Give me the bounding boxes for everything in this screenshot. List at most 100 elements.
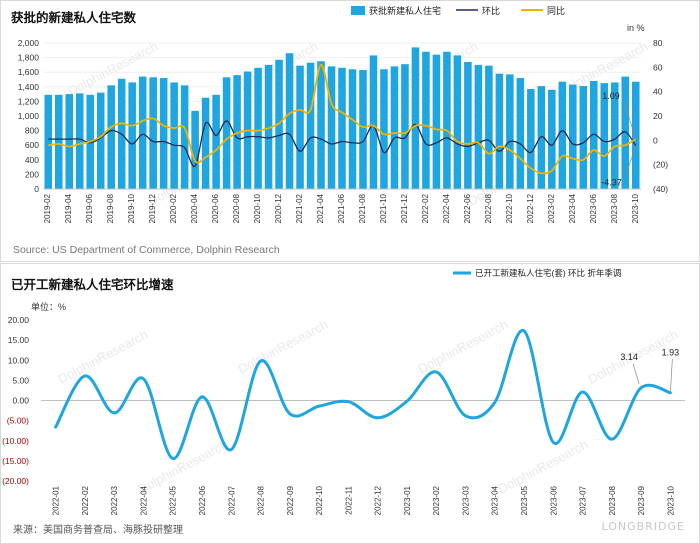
bar (233, 75, 241, 189)
x-tick-label: 2022-10 (505, 193, 514, 223)
y-right-tick-label: 80 (653, 38, 663, 48)
bar (590, 80, 598, 189)
y-left-tick-label: 0 (34, 184, 39, 194)
bar (170, 82, 178, 189)
y-tick-label: (20.00) (2, 476, 29, 486)
y-tick-label: (5.00) (7, 416, 29, 426)
bar (527, 88, 535, 189)
x-tick-label: 2022-06 (463, 193, 472, 223)
x-tick-label: 2023-03 (461, 485, 470, 515)
x-tick-label: 2019-06 (85, 193, 94, 223)
bar (138, 76, 147, 189)
bar (128, 82, 136, 189)
bar (296, 65, 304, 189)
bar (65, 94, 74, 189)
x-tick-label: 2023-10 (666, 485, 675, 515)
bar (537, 86, 546, 189)
y-left-tick-label: 200 (25, 169, 39, 179)
chart-panel-permits: 获批的新建私人住宅数 DolphinResearch DolphinResearc… (0, 0, 700, 262)
legend-label: 已开工新建私人住宅(套) 环比 折年季调 (475, 268, 621, 278)
x-tick-label: 2022-01 (52, 485, 61, 515)
x-tick-label: 2020-06 (211, 193, 220, 223)
y-left-tick-label: 400 (25, 155, 39, 165)
y-tick-label: 20.00 (8, 315, 30, 325)
bar (432, 54, 441, 190)
x-tick-label: 2022-02 (81, 485, 90, 515)
bar (275, 59, 283, 189)
x-tick-label: 2020-12 (274, 193, 283, 223)
data-label: 3.14 (620, 352, 638, 362)
series-line (54, 329, 672, 460)
y-left-tick-label: 2,000 (18, 38, 40, 48)
bar (600, 83, 609, 189)
y-right-tick-label: (40) (653, 184, 668, 194)
x-tick-label: 2021-02 (295, 193, 304, 223)
legend-label: 同比 (547, 5, 565, 16)
data-label: 1.09 (602, 91, 620, 101)
x-tick-label: 2023-02 (432, 485, 441, 515)
x-tick-label: 2019-12 (148, 193, 157, 223)
bar (107, 85, 115, 189)
bar (390, 66, 399, 189)
bar (621, 76, 630, 189)
bar (453, 55, 462, 189)
bar (264, 64, 273, 189)
y-tick-label: 5.00 (12, 375, 29, 385)
y-tick-label: (10.00) (2, 436, 29, 446)
chart-source: 来源：美国商务普查局、海豚投研整理 (13, 525, 183, 536)
x-tick-label: 2023-09 (637, 485, 646, 515)
x-tick-label: 2023-08 (608, 485, 617, 515)
leader-line (670, 358, 673, 393)
bar (558, 81, 567, 189)
leader-line (623, 100, 637, 140)
x-tick-label: 2023-02 (547, 193, 556, 223)
x-tick-label: 2023-01 (403, 485, 412, 515)
x-tick-label: 2020-10 (253, 193, 262, 223)
x-tick-label: 2023-05 (520, 485, 529, 515)
series-line-yoy (48, 63, 637, 175)
x-tick-label: 2021-12 (400, 193, 409, 223)
watermark: DolphinResearch (235, 317, 330, 377)
x-tick-label: 2021-08 (358, 193, 367, 223)
bar (464, 61, 472, 190)
brand-logo: LONGBRIDGE (601, 520, 685, 533)
x-tick-label: 2022-05 (169, 485, 178, 515)
y-right-tick-label: 20 (653, 111, 663, 121)
x-tick-label: 2020-04 (190, 193, 199, 223)
x-tick-label: 2022-02 (421, 193, 430, 223)
x-tick-label: 2022-08 (257, 485, 266, 515)
data-label: -4.37 (601, 178, 622, 188)
y-left-tick-label: 1,200 (18, 96, 40, 106)
y-right-tick-label: 60 (653, 62, 663, 72)
y-left-tick-label: 1,600 (18, 67, 40, 77)
x-tick-label: 2022-08 (484, 193, 493, 223)
starts-chart: DolphinResearch DolphinResearch DolphinRes… (2, 268, 685, 515)
x-tick-label: 2022-07 (227, 485, 236, 515)
y-left-tick-label: 1,800 (18, 53, 40, 63)
bar (369, 55, 378, 189)
x-tick-label: 2022-03 (110, 485, 119, 515)
bar (548, 89, 556, 189)
x-tick-label: 2022-04 (139, 485, 148, 515)
x-tick-label: 2023-06 (549, 485, 558, 515)
x-tick-label: 2022-04 (442, 193, 451, 223)
unit-label: in % (627, 23, 645, 33)
bar (96, 92, 105, 189)
x-tick-label: 2019-04 (64, 193, 73, 223)
bar (474, 64, 483, 189)
bar (380, 69, 388, 189)
x-tick-label: 2022-09 (286, 485, 295, 515)
bar (149, 77, 157, 189)
x-tick-label: 2023-08 (610, 193, 619, 223)
bar (569, 84, 577, 189)
bar (44, 94, 53, 189)
watermark: DolphinResearch (415, 317, 510, 377)
bar (222, 77, 231, 189)
y-left-tick-label: 1,400 (18, 82, 40, 92)
bar (306, 62, 315, 189)
data-label: 1.93 (662, 348, 680, 358)
bar (75, 93, 84, 189)
bar (159, 78, 168, 189)
x-tick-label: 2022-11 (344, 485, 353, 514)
y-left-tick-label: 600 (25, 140, 39, 150)
